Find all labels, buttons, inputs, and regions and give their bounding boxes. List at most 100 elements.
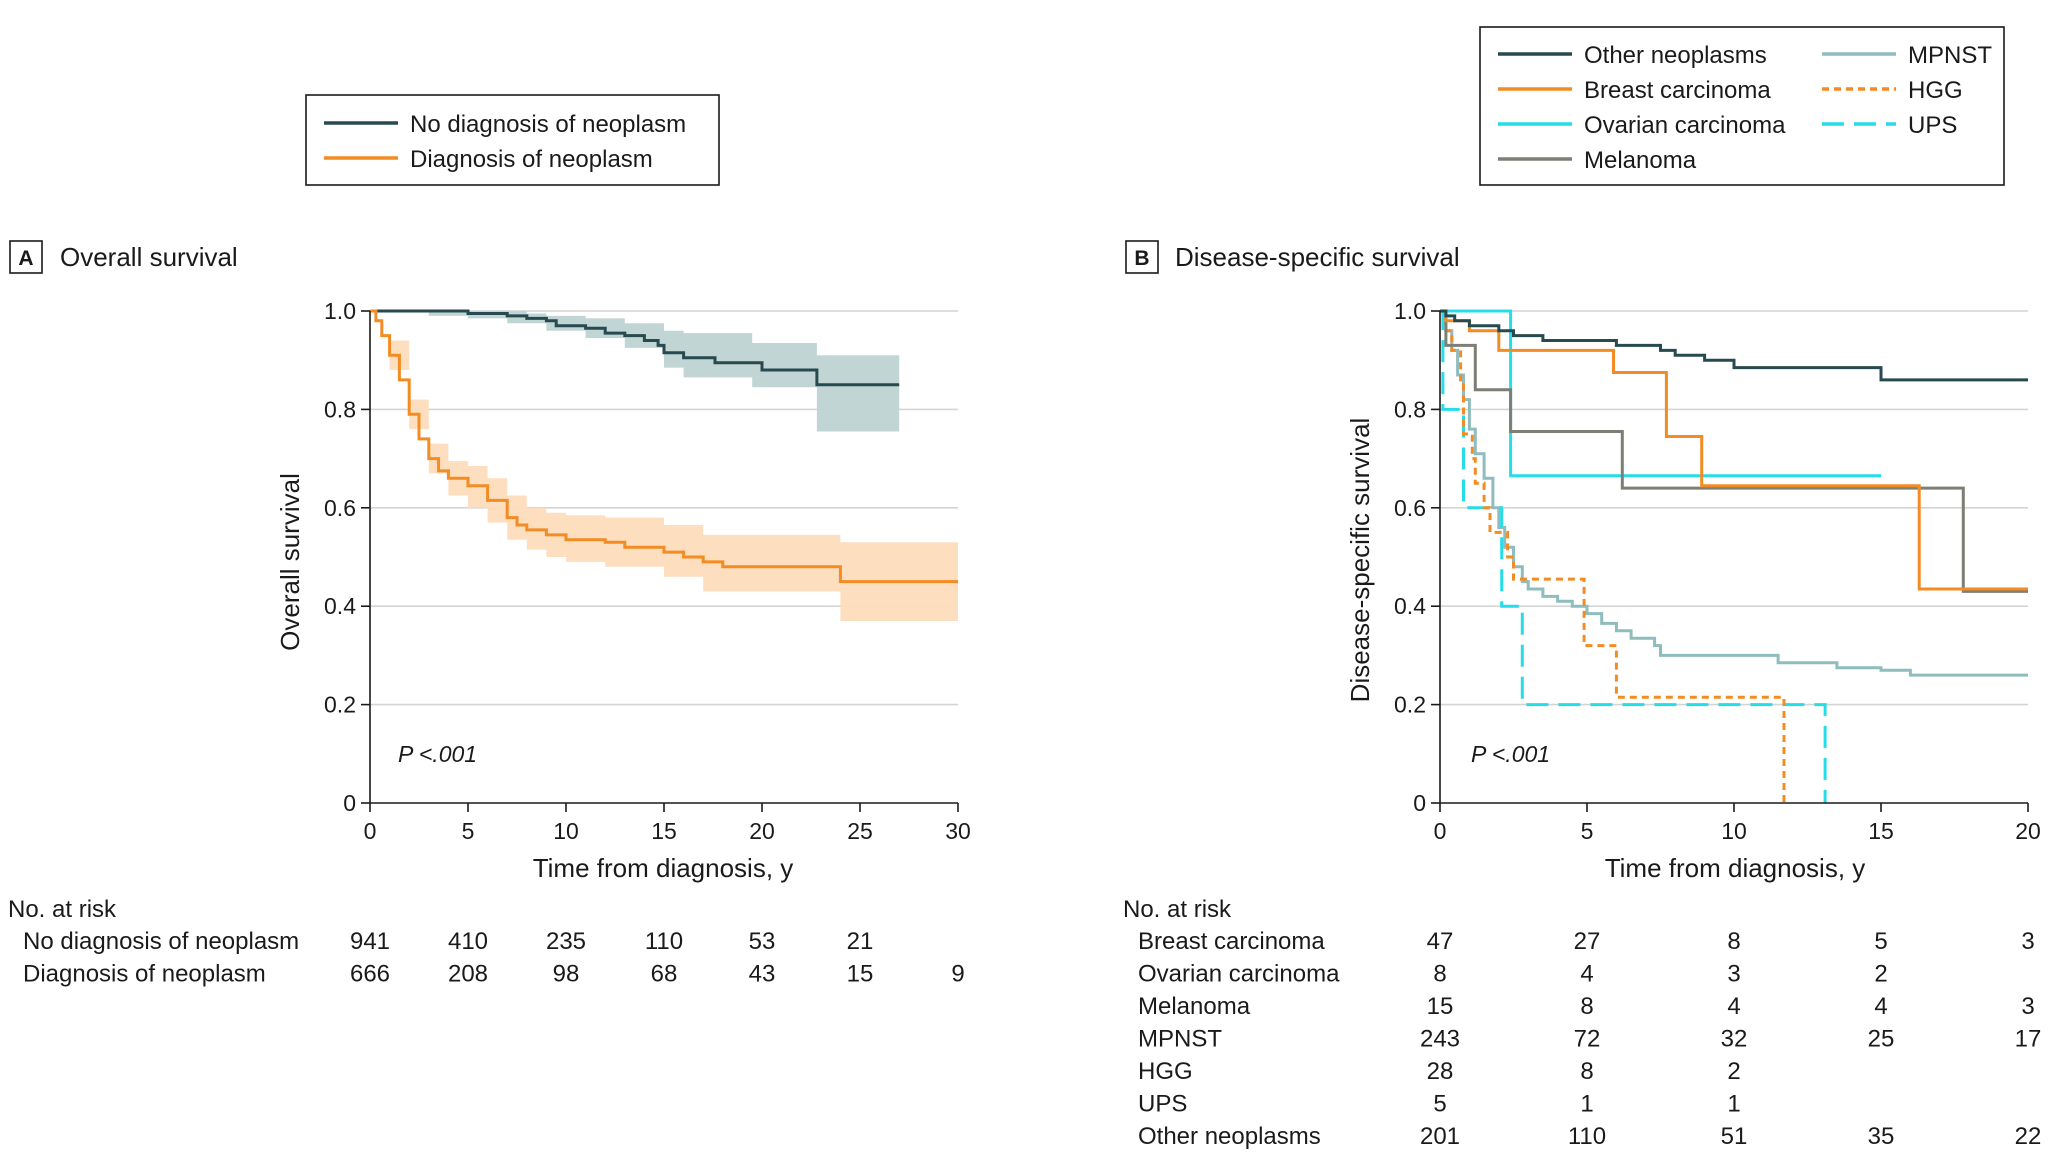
panel-b-risk-value: 35	[1868, 1123, 1895, 1150]
panel-a-x-ticks: 0 5 10 15 20 25 30	[364, 803, 971, 844]
curve-melanoma	[1440, 309, 2028, 593]
panel-b-risk-value: 201	[1420, 1123, 1460, 1150]
panel-a-risk-value: 53	[749, 928, 776, 955]
legend-label-mpnst: MPNST	[1908, 42, 1992, 69]
panel-a-risk-value: 98	[553, 961, 580, 988]
panel-b-risk-value: 4	[1727, 993, 1740, 1020]
legend-label-breast-carcinoma: Breast carcinoma	[1584, 77, 1771, 104]
panel-a-risk-value: 208	[448, 961, 488, 988]
panel-b-risk-value: 8	[1433, 961, 1446, 988]
panel-b-plot: 0 0.2 0.4 0.6 0.8 1.0 0 5 10 15 20	[1394, 298, 2041, 844]
curve-diagnosis-of-neoplasm	[370, 309, 958, 584]
panel-b-risk-row-label: Breast carcinoma	[1138, 928, 1325, 955]
curve-hgg	[1440, 309, 1786, 803]
panel-b-risk-value: 3	[2021, 928, 2034, 955]
panel-b-risk-value: 22	[2015, 1123, 2042, 1150]
panel-b-risk-header: No. at risk	[1123, 896, 1232, 923]
panel-b-risk-value: 2	[1727, 1058, 1740, 1085]
panel-b-risk-value: 5	[1433, 1091, 1446, 1118]
curve-no-diagnosis-of-neoplasm	[370, 309, 900, 387]
panel-a-title: Overall survival	[60, 242, 238, 272]
panel-a-risk-value: 410	[448, 928, 488, 955]
plotB-y-tick-label: 0.6	[1394, 495, 1426, 521]
legend-label-ups: UPS	[1908, 112, 1957, 139]
plotA-x-tick-label: 0	[364, 818, 377, 844]
panel-b-risk-value: 110	[1568, 1123, 1606, 1150]
panel-b-risk-value: 8	[1727, 928, 1740, 955]
plotA-y-tick-label: 0	[343, 790, 356, 816]
panel-a-x-axis-label: Time from diagnosis, y	[533, 853, 794, 883]
panel-b-risk-value: 1	[1727, 1091, 1740, 1118]
curve-other-neoplasms	[1440, 309, 2028, 382]
panel-a-risk-value: 9	[951, 961, 964, 988]
panel-a-risk-table: No. at risk No diagnosis of neoplasm 941 4…	[8, 896, 965, 988]
curve-breast-carcinoma	[1440, 309, 2028, 591]
plotA-x-tick-label: 15	[651, 818, 677, 844]
panel-a-risk-value: 235	[546, 928, 586, 955]
panel-a-p-value: P <.001	[398, 741, 477, 767]
panel-b-y-ticks: 0 0.2 0.4 0.6 0.8 1.0	[1394, 298, 1440, 816]
panel-b-risk-value: 4	[1580, 961, 1593, 988]
plotA-y-tick-label: 0.2	[324, 692, 356, 718]
panel-a-letter-box	[9, 240, 43, 274]
plotB-y-tick-label: 0.2	[1394, 692, 1426, 718]
panel-b-risk-row-label: MPNST	[1138, 1026, 1222, 1053]
panel-b-gridlines	[1440, 310, 2028, 706]
panel-a-letter: A	[18, 247, 33, 270]
plotB-x-tick-label: 5	[1581, 818, 1594, 844]
plotA-y-tick-label: 1.0	[324, 298, 356, 324]
panel-b-risk-row-label: Other neoplasms	[1138, 1123, 1321, 1150]
panel-b-letter: B	[1134, 247, 1149, 270]
legend-label-hgg: HGG	[1908, 77, 1963, 104]
ci-band-diagnosis-of-neoplasm	[370, 311, 958, 621]
curve-ups	[1440, 309, 1827, 803]
plotA-x-tick-label: 20	[749, 818, 775, 844]
plotB-y-tick-label: 1.0	[1394, 298, 1426, 324]
panel-b-risk-value: 25	[1868, 1026, 1895, 1053]
plotB-y-tick-label: 0.8	[1394, 396, 1426, 422]
plotA-x-tick-label: 25	[847, 818, 873, 844]
panel-a-plot: 0 0.2 0.4 0.6 0.8 1.0 0 5 10 15 20 25 30	[324, 298, 971, 844]
panel-b-risk-row-label: Ovarian carcinoma	[1138, 961, 1340, 988]
plotA-x-tick-label: 10	[553, 818, 579, 844]
curve-ovarian-carcinoma	[1440, 309, 1881, 478]
panel-b-risk-row-label: HGG	[1138, 1058, 1193, 1085]
plotA-y-tick-label: 0.8	[324, 396, 356, 422]
panel-b-risk-value: 3	[1727, 961, 1740, 988]
panel-b-legend: Other neoplasms Breast carcinoma Ovarian c…	[1479, 26, 2005, 186]
panel-a-risk-value: 666	[350, 961, 390, 988]
legend-label-no-neoplasm: No diagnosis of neoplasm	[410, 111, 686, 138]
plotA-x-tick-label: 30	[945, 818, 971, 844]
panel-b-risk-value: 243	[1420, 1026, 1460, 1053]
panel-b-risk-value: 2	[1874, 961, 1887, 988]
panel-b-risk-value: 15	[1427, 993, 1454, 1020]
panel-b-risk-value: 4	[1874, 993, 1887, 1020]
panel-b-risk-value: 32	[1721, 1026, 1748, 1053]
legend-label-neoplasm: Diagnosis of neoplasm	[410, 146, 653, 173]
panel-b-risk-table: No. at risk Breast carcinoma 47 27 8 5 3 Ovari…	[1123, 896, 2041, 1150]
panel-b-risk-value: 51	[1721, 1123, 1748, 1150]
panel-b-x-axis-label: Time from diagnosis, y	[1605, 853, 1866, 883]
panel-b-disease-specific-survival: Other neoplasms Breast carcinoma Ovarian c…	[1123, 26, 2041, 1150]
panel-a-risk-row-label: No diagnosis of neoplasm	[23, 928, 299, 955]
panel-a-risk-value: 110	[645, 928, 683, 955]
plotB-x-tick-label: 0	[1434, 818, 1447, 844]
panel-b-risk-value: 27	[1574, 928, 1601, 955]
panel-a-y-axis-label: Overall survival	[275, 473, 305, 651]
panel-a-risk-value: 21	[847, 928, 874, 955]
plotA-x-tick-label: 5	[462, 818, 475, 844]
panel-b-risk-value: 8	[1580, 1058, 1593, 1085]
panel-b-risk-value: 72	[1574, 1026, 1601, 1053]
panel-a-risk-row-label: Diagnosis of neoplasm	[23, 961, 266, 988]
legend-label-ovarian-carcinoma: Ovarian carcinoma	[1584, 112, 1786, 139]
panel-b-x-ticks: 0 5 10 15 20	[1434, 803, 2041, 844]
panel-a-legend-box	[305, 94, 720, 186]
legend-label-melanoma: Melanoma	[1584, 147, 1697, 174]
panel-b-title: Disease-specific survival	[1175, 242, 1460, 272]
panel-b-risk-value: 28	[1427, 1058, 1454, 1085]
plotB-x-tick-label: 20	[2015, 818, 2041, 844]
panel-b-risk-value: 1	[1580, 1091, 1593, 1118]
panel-b-y-axis-label: Disease-specific survival	[1345, 418, 1375, 703]
panel-a-risk-value: 941	[350, 928, 390, 955]
